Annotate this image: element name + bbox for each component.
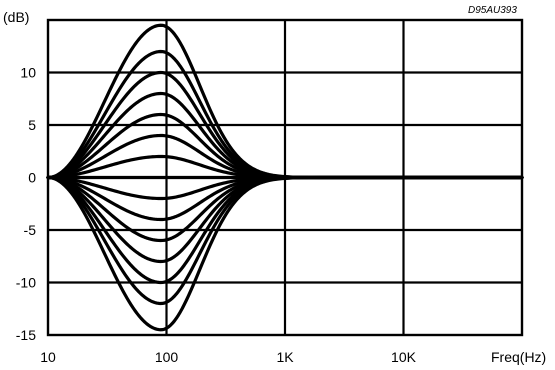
x-tick-labels: 10 100 1K 10K <box>40 349 416 365</box>
y-tick-label: -5 <box>24 222 37 238</box>
x-axis-label: Freq(Hz) <box>491 349 546 365</box>
x-tick-label: 10K <box>391 349 417 365</box>
x-tick-label: 1K <box>276 349 294 365</box>
y-tick-label: -10 <box>16 275 36 291</box>
document-code: D95AU393 <box>468 5 517 16</box>
y-tick-labels: 10 5 0 -5 -10 -15 <box>16 65 36 344</box>
y-tick-label: 5 <box>28 117 36 133</box>
plot-frame <box>46 18 524 337</box>
curves <box>46 23 524 332</box>
y-tick-label: -15 <box>16 327 36 343</box>
y-tick-label: 10 <box>20 65 36 81</box>
x-tick-label: 100 <box>155 349 179 365</box>
x-tick-label: 10 <box>40 349 56 365</box>
response-curve <box>46 175 524 332</box>
y-axis-label: (dB) <box>3 9 29 25</box>
y-tick-label: 0 <box>28 170 36 186</box>
